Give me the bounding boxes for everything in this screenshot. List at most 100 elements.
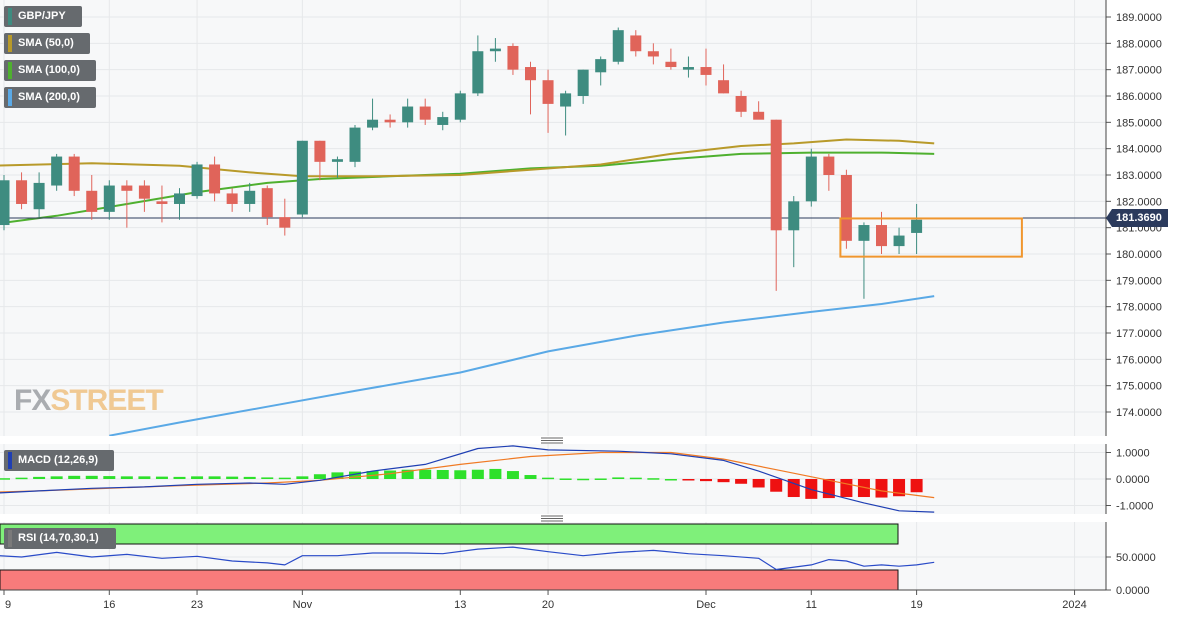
macd-histogram-bar bbox=[682, 479, 695, 481]
macd-histogram-bar bbox=[471, 469, 484, 479]
candle-body bbox=[542, 80, 554, 104]
macd-histogram-bar bbox=[542, 477, 555, 480]
rsi-line bbox=[0, 546, 935, 571]
candle-body bbox=[858, 225, 870, 241]
candle-body bbox=[805, 156, 817, 202]
candle-body bbox=[174, 193, 185, 204]
rsi-path bbox=[0, 546, 935, 571]
price-axis-label: 188.0000 bbox=[1116, 38, 1162, 50]
macd-histogram-bar bbox=[875, 479, 888, 498]
macd-histogram-bar bbox=[296, 476, 309, 479]
candle-body bbox=[0, 180, 10, 226]
legend-pair[interactable]: GBP/JPY bbox=[4, 6, 82, 27]
candle-body bbox=[419, 106, 431, 120]
time-axis-label: 11 bbox=[806, 599, 817, 611]
legend-sma100[interactable]: SMA (100,0) bbox=[4, 60, 96, 81]
candle-body bbox=[823, 156, 835, 175]
time-axis-label: Nov bbox=[293, 599, 313, 611]
legend-macd[interactable]: MACD (12,26,9) bbox=[4, 450, 114, 471]
candle-body bbox=[876, 225, 887, 247]
candle-body bbox=[525, 67, 536, 81]
candle-body bbox=[489, 48, 501, 52]
macd-histogram-bar bbox=[68, 475, 81, 479]
macd-histogram-bar bbox=[155, 476, 168, 479]
candle-body bbox=[191, 164, 203, 197]
candle-body bbox=[595, 59, 607, 73]
macd-histogram-bar bbox=[138, 476, 151, 479]
candle-body bbox=[735, 96, 747, 112]
candle-body bbox=[788, 201, 800, 231]
candle-body bbox=[718, 80, 730, 94]
macd-histogram-bar bbox=[857, 479, 870, 498]
macd-histogram-bar bbox=[85, 475, 98, 479]
macd-axis-label: -1.0000 bbox=[1116, 501, 1153, 513]
consolidation-highlight-box bbox=[839, 217, 1023, 258]
legend-sma200-label: SMA (200,0) bbox=[18, 91, 80, 103]
macd-histogram bbox=[0, 468, 923, 499]
candle-body bbox=[472, 51, 484, 94]
macd-histogram-bar bbox=[313, 474, 326, 479]
candle-body bbox=[331, 159, 343, 162]
price-axis-label: 180.0000 bbox=[1116, 249, 1162, 261]
fxstreet-watermark-logo: FXSTREET bbox=[14, 384, 164, 417]
sma-100-path bbox=[0, 151, 935, 225]
price-axis: 189.0000 188.0000 187.0000 186.0000 185.0000… bbox=[1105, 0, 1162, 436]
macd-histogram-bar bbox=[454, 470, 467, 479]
time-axis-label: 19 bbox=[910, 599, 922, 611]
price-axis-label: 174.0000 bbox=[1116, 407, 1162, 419]
macd-histogram-bar bbox=[384, 470, 397, 479]
candle-body bbox=[244, 190, 256, 204]
time-axis-label: 20 bbox=[542, 599, 554, 611]
macd-histogram-bar bbox=[208, 476, 221, 479]
price-axis-label: 182.0000 bbox=[1116, 196, 1162, 208]
rsi-panel bbox=[0, 522, 1106, 591]
legend-pair-swatch bbox=[8, 8, 12, 25]
macd-histogram-bar bbox=[612, 477, 625, 479]
macd-histogram-bar bbox=[735, 479, 748, 484]
time-axis-label: 23 bbox=[191, 599, 203, 611]
candle-body bbox=[665, 61, 677, 68]
candle-body bbox=[51, 156, 63, 186]
macd-line-path bbox=[0, 445, 935, 513]
candle-body bbox=[384, 119, 396, 123]
legend-sma100-label: SMA (100,0) bbox=[18, 64, 80, 76]
time-axis-label: 13 bbox=[454, 599, 466, 611]
legend-macd-swatch bbox=[8, 452, 12, 469]
panel-resize-handle-rsi[interactable] bbox=[0, 514, 1106, 522]
candle-body bbox=[86, 190, 98, 212]
macd-histogram-bar bbox=[33, 476, 46, 479]
price-axis-label: 189.0000 bbox=[1116, 12, 1162, 24]
macd-histogram-bar bbox=[893, 479, 906, 497]
macd-line bbox=[0, 445, 935, 513]
candle-body bbox=[437, 117, 449, 125]
rsi-axis-label: 0.0000 bbox=[1116, 585, 1150, 597]
price-axis-label: 175.0000 bbox=[1116, 381, 1162, 393]
legend-sma50[interactable]: SMA (50,0) bbox=[4, 33, 90, 54]
candle-body bbox=[296, 140, 308, 215]
candle-body bbox=[103, 185, 115, 212]
panel-resize-handle-macd[interactable] bbox=[0, 436, 1106, 444]
price-panel bbox=[0, 0, 1106, 437]
candle-body bbox=[647, 51, 659, 57]
macd-histogram-bar bbox=[278, 477, 291, 480]
candlesticks bbox=[0, 27, 923, 299]
macd-histogram-bar bbox=[752, 479, 765, 488]
macd-histogram-bar bbox=[120, 476, 133, 479]
macd-histogram-bar bbox=[226, 476, 239, 479]
macd-histogram-bar bbox=[594, 478, 607, 480]
macd-histogram-bar bbox=[770, 479, 783, 492]
candle-body bbox=[261, 188, 273, 218]
macd-histogram-bar bbox=[50, 476, 63, 479]
price-axis-label: 179.0000 bbox=[1116, 275, 1162, 287]
macd-histogram-bar bbox=[103, 476, 116, 479]
legend-sma200-swatch bbox=[8, 89, 12, 106]
candle-body bbox=[138, 185, 150, 199]
legend-sma200[interactable]: SMA (200,0) bbox=[4, 87, 96, 108]
rsi-oversold-zone bbox=[0, 569, 899, 591]
candle-body bbox=[367, 119, 379, 128]
candle-body bbox=[209, 164, 221, 194]
legend-rsi[interactable]: RSI (14,70,30,1) bbox=[4, 528, 116, 549]
macd-histogram-bar bbox=[787, 479, 800, 498]
